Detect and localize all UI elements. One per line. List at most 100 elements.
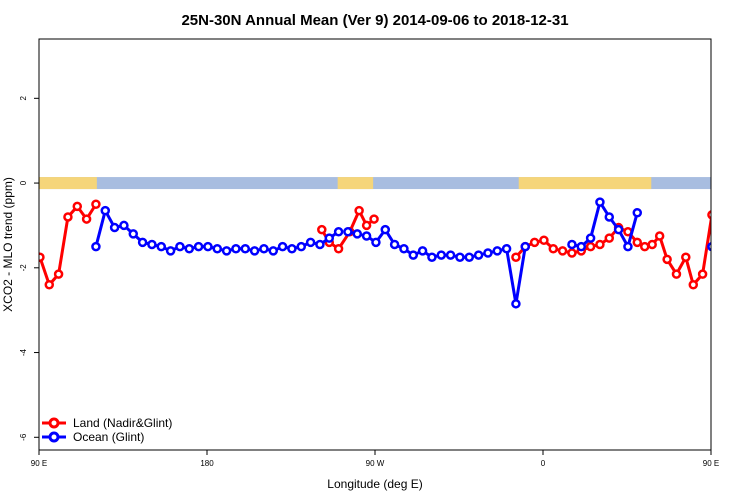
landmask-band [39,177,711,190]
data-point-ocean [147,239,157,250]
data-point-land [639,241,650,252]
data-point-land [585,241,596,252]
data-point-land [81,214,92,224]
data-point-ocean [259,243,269,254]
data-point-ocean [746,230,750,237]
data-point-land [647,239,657,250]
data-point-land [72,201,83,212]
y-tick-label: 2 [19,96,28,101]
data-point-ocean [156,241,167,252]
data-point-land [53,269,64,279]
series-ocean [91,197,750,309]
data-point-land [361,220,372,231]
x-tick-label: 90 E [31,459,47,468]
data-point-land [681,252,691,262]
legend-label-land: Land (Nadir&Glint) [73,416,172,430]
legend: Land (Nadir&Glint) Ocean (Glint) [42,416,172,444]
data-point-ocean [315,239,325,250]
data-point-land [511,252,521,262]
land-band-segment [39,177,97,190]
data-point-land [354,205,364,216]
x-tick-label: 90 W [366,459,385,468]
data-point-land [632,237,643,248]
data-point-ocean [100,205,111,216]
y-tick-label: -4 [19,348,28,356]
data-point-land [539,235,549,246]
data-point-land [567,248,577,258]
data-point-ocean [389,239,400,250]
data-point-ocean [371,237,381,248]
data-point-ocean [604,212,615,222]
data-point-land [39,252,45,262]
data-point-land [548,243,559,254]
legend-marker-ocean [48,431,60,443]
data-point-ocean [193,241,204,252]
data-point-land [63,212,73,222]
legend-marker-land [48,417,60,429]
data-point-ocean [473,250,484,260]
data-point-ocean [212,243,223,254]
data-point-ocean [727,224,734,231]
data-point-ocean [91,241,101,252]
data-point-ocean [436,250,447,260]
x-axis-ticks: 90 E 180 90 W 0 90 E [31,450,719,468]
data-point-ocean [501,243,512,254]
data-point-land [529,237,540,248]
series-land [39,199,723,290]
y-axis-label: XCO2 - MLO trend (ppm) [1,177,15,312]
data-point-ocean [343,227,353,237]
data-point-ocean [632,207,643,218]
data-point-ocean [352,229,363,239]
data-point-ocean [128,229,139,239]
data-point-ocean [399,243,409,254]
data-point-ocean [613,224,624,235]
data-point-ocean [119,220,129,231]
data-point-ocean [305,237,316,248]
data-point-ocean [109,222,120,233]
y-axis-ticks: -6 -4 -2 0 2 [19,96,39,441]
data-point-ocean [268,246,279,256]
data-point-land [716,203,723,210]
data-point-ocean [455,252,465,262]
data-point-ocean [623,241,633,252]
data-point-ocean [287,243,297,254]
y-tick-label: 0 [19,180,28,185]
data-point-ocean [595,197,605,207]
data-point-ocean [408,250,419,260]
data-point-ocean [483,248,493,258]
data-point-land [697,269,708,279]
data-point-land [654,231,665,241]
data-point-ocean [184,243,195,254]
data-point-ocean [576,241,587,252]
data-point-ocean [240,243,251,254]
data-point-land [91,199,101,209]
data-point-land [369,214,379,224]
land-band-segment [518,177,652,190]
data-point-land [317,224,327,235]
land-band-segment [337,177,374,190]
y-tick-label: -2 [19,264,28,272]
data-point-land [662,254,672,265]
data-point-land [707,210,711,220]
data-point-ocean [585,233,596,243]
data-point-ocean [165,246,176,256]
data-point-ocean [277,241,288,252]
data-point-land [333,243,344,254]
y-tick-label: -6 [19,433,28,441]
data-point-ocean [203,241,213,252]
data-point-ocean [175,241,185,252]
x-tick-label: 90 E [703,459,719,468]
data-point-ocean [520,241,531,252]
data-point-ocean [333,227,344,237]
legend-label-ocean: Ocean (Glint) [73,430,144,444]
x-tick-label: 0 [541,459,546,468]
data-point-land [557,246,568,256]
data-point-ocean [221,246,232,256]
series-layer [39,197,750,309]
data-point-land [44,280,55,290]
series-line-ocean [710,244,711,247]
data-point-ocean [464,252,475,262]
data-point-ocean [361,231,372,241]
data-point-ocean [417,246,428,256]
